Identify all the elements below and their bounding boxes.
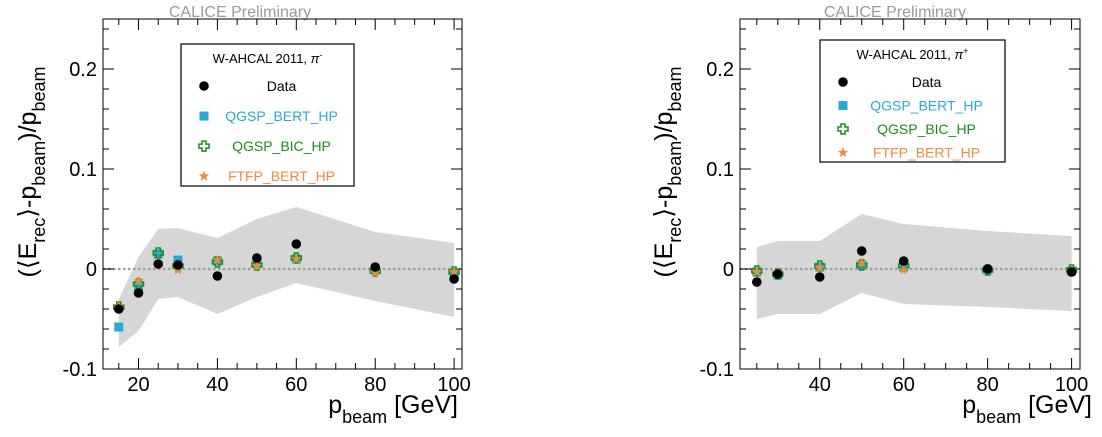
marker-ftfp-bert-hp <box>448 266 460 277</box>
marker-data <box>370 262 381 272</box>
marker-data <box>814 272 825 282</box>
y-tick-label: 0.1 <box>69 159 97 181</box>
legend-label: QGSP_BERT_HP <box>870 98 983 114</box>
legend-label: QGSP_BIC_HP <box>232 138 331 154</box>
legend-marker <box>838 101 848 111</box>
marker-ftfp-bert-hp <box>814 262 826 273</box>
legend-label: FTFP_BERT_HP <box>873 145 980 161</box>
x-axis-label: pbeam [GeV] <box>328 391 458 427</box>
legend: W-AHCAL 2011, π+ Data QGSP_BERT_HP QGSP_BIC… <box>819 39 1006 163</box>
x-axis-label: pbeam [GeV] <box>962 391 1092 427</box>
legend-marker <box>198 170 210 181</box>
y-axis-label: (⟨Erec⟩-pbeam)/pbeam <box>650 66 685 277</box>
x-tick-label: 20 <box>127 374 149 396</box>
marker-data <box>173 260 183 270</box>
legend-box <box>819 39 1006 163</box>
x-tick-label: 40 <box>809 374 831 396</box>
legend-marker <box>837 123 849 135</box>
x-tick-label: 80 <box>364 374 386 396</box>
y-tick-label: 0.2 <box>706 59 734 81</box>
uncertainty-band <box>756 214 1072 319</box>
legend-marker <box>199 111 209 121</box>
y-tick-label: 0.1 <box>706 159 734 181</box>
marker-data <box>291 239 302 249</box>
marker-data <box>856 246 867 256</box>
marker-ftfp-bert-hp <box>212 254 223 265</box>
chart-title: CALICE Preliminary <box>169 4 311 21</box>
marker-data <box>212 271 223 281</box>
marker-qgsp-bert-hp <box>153 249 163 259</box>
legend-marker <box>837 146 849 158</box>
plot-frame <box>102 18 463 370</box>
legend-label: Data <box>912 74 942 90</box>
marker-qgsp-bic-hp <box>251 259 263 271</box>
legend-box <box>180 43 355 187</box>
marker-qgsp-bic-hp <box>751 265 763 277</box>
marker-ftfp-bert-hp <box>290 253 302 264</box>
marker-data <box>751 277 762 287</box>
chart-right: CALICE Preliminary -0.1 0 0.1 0.2 40 60 80 100pb… <box>650 4 1092 427</box>
legend-marker <box>199 81 209 91</box>
marker-data <box>133 288 144 298</box>
legend-label: FTFP_BERT_HP <box>228 168 335 184</box>
marker-ftfp-bert-hp <box>369 267 381 278</box>
y-tick-label: 0 <box>723 259 734 281</box>
x-tick-label: 60 <box>893 374 915 396</box>
marker-ftfp-bert-hp <box>898 264 910 275</box>
marker-data <box>772 269 783 279</box>
legend-header: W-AHCAL 2011, π+ <box>856 46 968 62</box>
x-tick-label: 100 <box>437 374 470 396</box>
marker-data <box>1066 267 1077 277</box>
legend-marker <box>198 140 210 152</box>
legend: W-AHCAL 2011, π- Data QGSP_BERT_HP QGSP_BIC… <box>180 43 355 187</box>
marker-qgsp-bert-hp <box>134 282 144 292</box>
legend-label: Data <box>267 78 297 94</box>
marker-ftfp-bert-hp <box>751 266 763 277</box>
marker-ftfp-bert-hp <box>133 275 144 286</box>
y-tick-label: 0.2 <box>69 59 97 81</box>
x-tick-label: 100 <box>1055 374 1088 396</box>
legend-label: QGSP_BIC_HP <box>877 121 976 137</box>
marker-data <box>449 274 459 284</box>
legend-label: QGSP_BERT_HP <box>225 108 338 124</box>
marker-ftfp-bert-hp <box>856 257 868 268</box>
y-tick-label: -0.1 <box>63 359 97 381</box>
chart-title: CALICE Preliminary <box>824 4 966 21</box>
y-tick-label: 0 <box>86 259 97 281</box>
marker-data <box>153 259 164 269</box>
chart-left: CALICE Preliminary -0.1 0 0.1 0.2 20 40 60 80 100… <box>14 4 471 427</box>
marker-qgsp-bic-hp <box>152 247 164 259</box>
marker-qgsp-bic-hp <box>290 252 303 264</box>
uncertainty-band <box>118 207 455 347</box>
marker-data <box>898 256 909 266</box>
y-tick-label: -0.1 <box>700 359 734 381</box>
x-tick-label: 60 <box>285 374 307 396</box>
plot-frame <box>739 18 1081 370</box>
marker-qgsp-bert-hp <box>114 322 124 332</box>
x-tick-label: 80 <box>977 374 999 396</box>
marker-qgsp-bert-hp <box>173 255 183 265</box>
legend-header: W-AHCAL 2011, π- <box>213 50 323 66</box>
marker-data <box>252 253 262 263</box>
y-axis-label: (⟨Erec⟩-pbeam)/pbeam <box>14 66 49 277</box>
legend-marker <box>838 77 848 87</box>
marker-ftfp-bert-hp <box>251 260 263 271</box>
marker-data <box>113 304 124 314</box>
marker-data <box>982 264 993 274</box>
x-tick-label: 40 <box>206 374 228 396</box>
